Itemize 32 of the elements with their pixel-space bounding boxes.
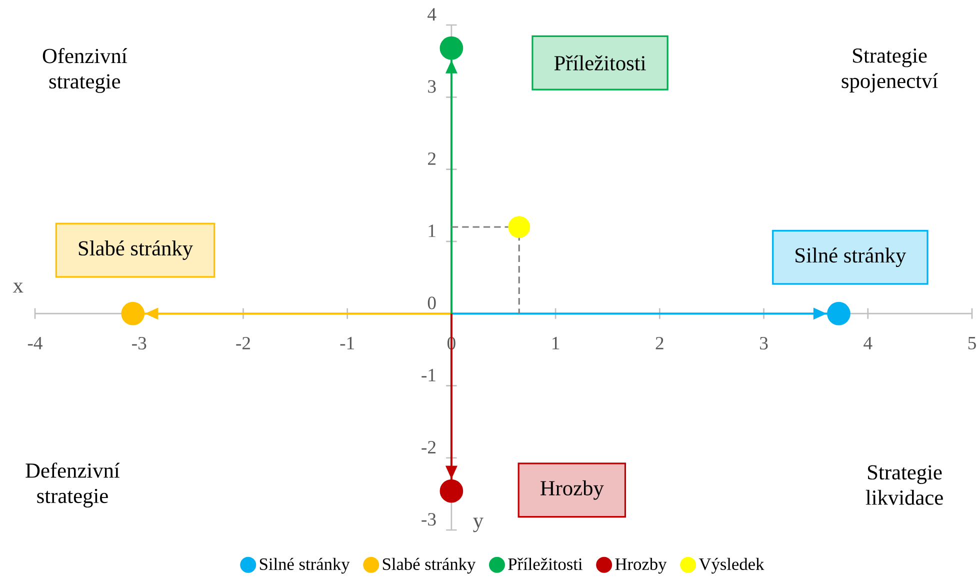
annotation: Defenzivní strategie [26,462,120,508]
y-axis-title: y [473,518,484,532]
legend-label: Výsledek [698,558,764,574]
y-tick-label: -1 [422,368,436,382]
x-tick-label: 5 [968,336,976,350]
x-tick-label: 2 [656,336,664,350]
y-tick-label: 1 [428,224,436,237]
legend-label: Silné stránky [260,558,350,574]
y-tick-label: 2 [428,152,436,165]
legend-label: Slabé stránky [382,558,476,574]
y-tick-label: 3 [428,80,436,93]
legend-label: Příležitosti [508,558,582,570]
annotation: Hrozby [540,480,604,500]
annotation: Strategie spojenectví [842,48,938,92]
x-tick-label: 1 [552,336,560,350]
annotation: Silné stránky [796,248,906,268]
y-tick-label: 4 [428,8,436,20]
y-tick-label: 0 [428,296,436,310]
y-tick-label: -2 [422,441,436,454]
x-tick-label: 3 [760,336,768,350]
x-tick-label: -1 [340,336,354,350]
annotation: Příležitosti [554,55,646,70]
annotation: Strategie likvidace [866,465,943,505]
x-axis-title: x [12,282,24,292]
x-tick-label: -2 [236,336,250,350]
x-tick-label: -3 [132,336,146,350]
legend-label: Hrozby [615,558,667,574]
y-tick-label: -3 [422,513,436,526]
x-tick-label: -4 [28,336,42,350]
annotation: Ofenzivní strategie [42,48,128,93]
x-tick-label: 4 [864,336,872,350]
annotation: Slabé stránky [78,240,193,260]
